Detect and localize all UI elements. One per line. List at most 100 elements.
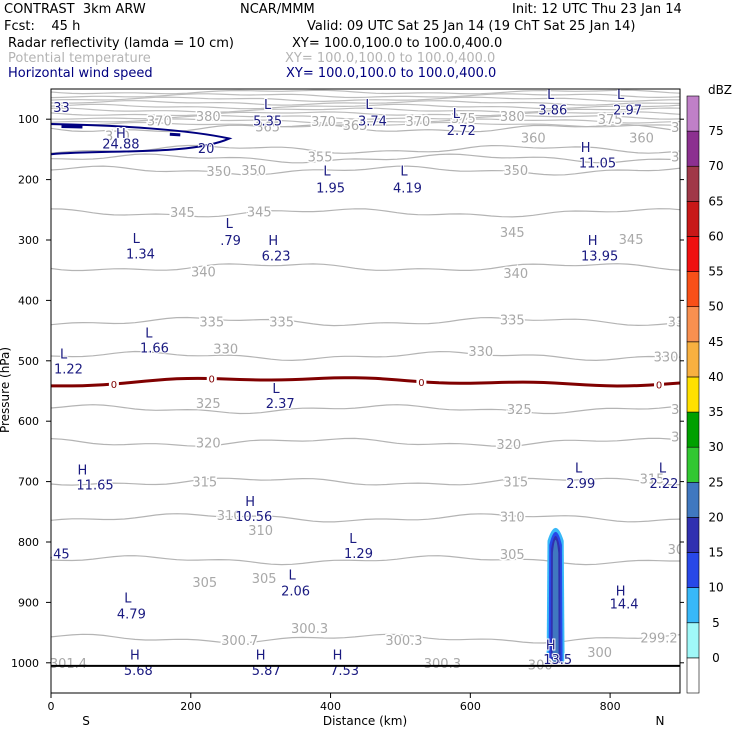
- wind-speed-value: 14.4: [610, 598, 639, 613]
- theta-band-line: [51, 118, 680, 124]
- y-tick-label: 200: [18, 174, 39, 187]
- colorbar-unit: dBZ: [708, 83, 732, 97]
- y-tick-label: 1000: [11, 657, 39, 670]
- zero-label-bg: [206, 373, 217, 384]
- wind-extremum-marker: H: [78, 464, 88, 479]
- theta-label: 320: [196, 436, 221, 451]
- colorbar-level: 65: [708, 194, 723, 208]
- wind-speed-value: 5.87: [252, 664, 281, 679]
- jet-contours: [51, 123, 233, 156]
- zero-contour-line: [51, 376, 680, 388]
- y-tick-label: 700: [18, 476, 39, 489]
- theta-band-line: [51, 93, 680, 99]
- theta-label: 365: [343, 119, 368, 134]
- theta-contour-360: [51, 144, 680, 154]
- theta-contour-340: [51, 263, 680, 272]
- theta-label: 360: [629, 131, 654, 146]
- wind-speed-value: 24.88: [102, 137, 139, 152]
- wind-speed-value: .79: [220, 234, 241, 249]
- theta-label: 340: [503, 267, 528, 282]
- wind-extremum-marker: L: [323, 165, 331, 180]
- colorbar-swatch: [686, 657, 700, 694]
- colorbar-swatch: [686, 587, 700, 624]
- theta-contour-300: [51, 633, 680, 644]
- wind-speed-value: 1.34: [126, 247, 155, 262]
- zero-contour-label: 0: [111, 380, 117, 391]
- colorbar-level: 30: [708, 440, 723, 454]
- theta-contour-370: [51, 124, 680, 133]
- colorbar-swatch: [686, 481, 700, 518]
- zero-contour-label: 0: [656, 380, 662, 391]
- theta-label: 365: [671, 121, 696, 136]
- theta-label: 345: [619, 233, 644, 248]
- theta-label: 355: [308, 151, 333, 166]
- theta-band-line: [51, 89, 680, 95]
- colorbar-swatch: [686, 95, 700, 132]
- colorbar-swatch: [686, 622, 700, 659]
- wind-extremum-marker: H: [581, 141, 591, 156]
- theta-contour-310: [51, 513, 680, 523]
- x-tick-label: 600: [460, 700, 481, 713]
- colorbar-swatch: [686, 306, 700, 343]
- wind-extremum-marker: L: [264, 98, 272, 113]
- theta-contour-305: [51, 555, 680, 566]
- forecast-hour: Fcst: 45 h: [4, 19, 81, 34]
- colorbar-level: 75: [708, 124, 723, 138]
- colorbar-swatch: [686, 236, 700, 272]
- theta-band-line: [51, 121, 680, 128]
- wind-labels: L L L L L L L L L L L L L L L L L H H H H H H H H H H H 33 24.88 20 5.3…: [48, 87, 679, 680]
- theta-contour-345: [51, 208, 680, 218]
- y-tick-label: 500: [18, 355, 39, 368]
- theta-label: 305: [252, 572, 277, 587]
- theta-label: 310: [248, 524, 273, 539]
- reflectivity-layer: [546, 527, 565, 663]
- theta-label: 335: [199, 316, 224, 331]
- wind-speed-value: 5.68: [124, 664, 153, 679]
- theta-label: 330: [468, 345, 493, 360]
- colorbar-level: 55: [708, 265, 723, 279]
- theta-label: 310: [500, 511, 525, 526]
- valid-time: Valid: 09 UTC Sat 25 Jan 14 (19 ChT Sat …: [307, 19, 636, 34]
- theta-label: 380: [500, 110, 525, 125]
- colorbar-level: 35: [708, 405, 723, 419]
- wind-extremum-marker: H: [256, 648, 266, 663]
- colorbar-swatch: [686, 271, 700, 308]
- wind-extremum-marker: L: [659, 462, 667, 477]
- x-axis-label: Distance (km): [323, 714, 407, 728]
- theta-label: 300: [587, 646, 612, 661]
- wind-speed-value: 1.95: [316, 181, 345, 196]
- x-tick-label: 800: [600, 700, 621, 713]
- theta-label: 310: [217, 509, 242, 524]
- org-label: NCAR/MMM: [240, 2, 315, 17]
- wind-speed-value: 1.66: [140, 342, 169, 357]
- theta-contour-335: [51, 316, 680, 327]
- wind-speed-value: 6.23: [262, 250, 291, 265]
- colorbar-swatch: [686, 341, 700, 378]
- theta-contour-355: [51, 153, 680, 164]
- colorbar: 0 5 10 15 20 25 30 35 40 45 50 55 60 65 70 75: [686, 95, 724, 694]
- colorbar-level: 20: [708, 510, 723, 524]
- wind-extremum-marker: H: [546, 639, 556, 654]
- y-tick-label: 100: [18, 113, 39, 126]
- field-wind-xy: XY= 100.0,100.0 to 100.0,400.0: [286, 66, 497, 81]
- jet-contour-inner: [61, 124, 83, 129]
- wind-speed-value: 33: [53, 101, 70, 116]
- theta-label: 370: [105, 130, 130, 145]
- theta-label: 320: [496, 438, 521, 453]
- colorbar-level: 15: [708, 546, 723, 560]
- field-theta-name: Potential temperature: [8, 51, 151, 66]
- colorbar-swatch: [686, 376, 700, 413]
- theta-label: 300.3: [385, 634, 422, 649]
- colorbar-level: 10: [708, 581, 723, 595]
- colorbar-swatch: [686, 446, 700, 483]
- y-tick-label: 600: [18, 415, 39, 428]
- theta-label: 350: [241, 164, 266, 179]
- theta-label: 301.4: [50, 657, 87, 672]
- wind-speed-value: 4.79: [117, 607, 146, 622]
- wind-speed-value: 13.95: [581, 250, 618, 265]
- wind-speed-value: 2.72: [447, 124, 476, 139]
- zero-contour-label: 0: [209, 375, 215, 386]
- wind-extremum-marker: L: [365, 98, 373, 113]
